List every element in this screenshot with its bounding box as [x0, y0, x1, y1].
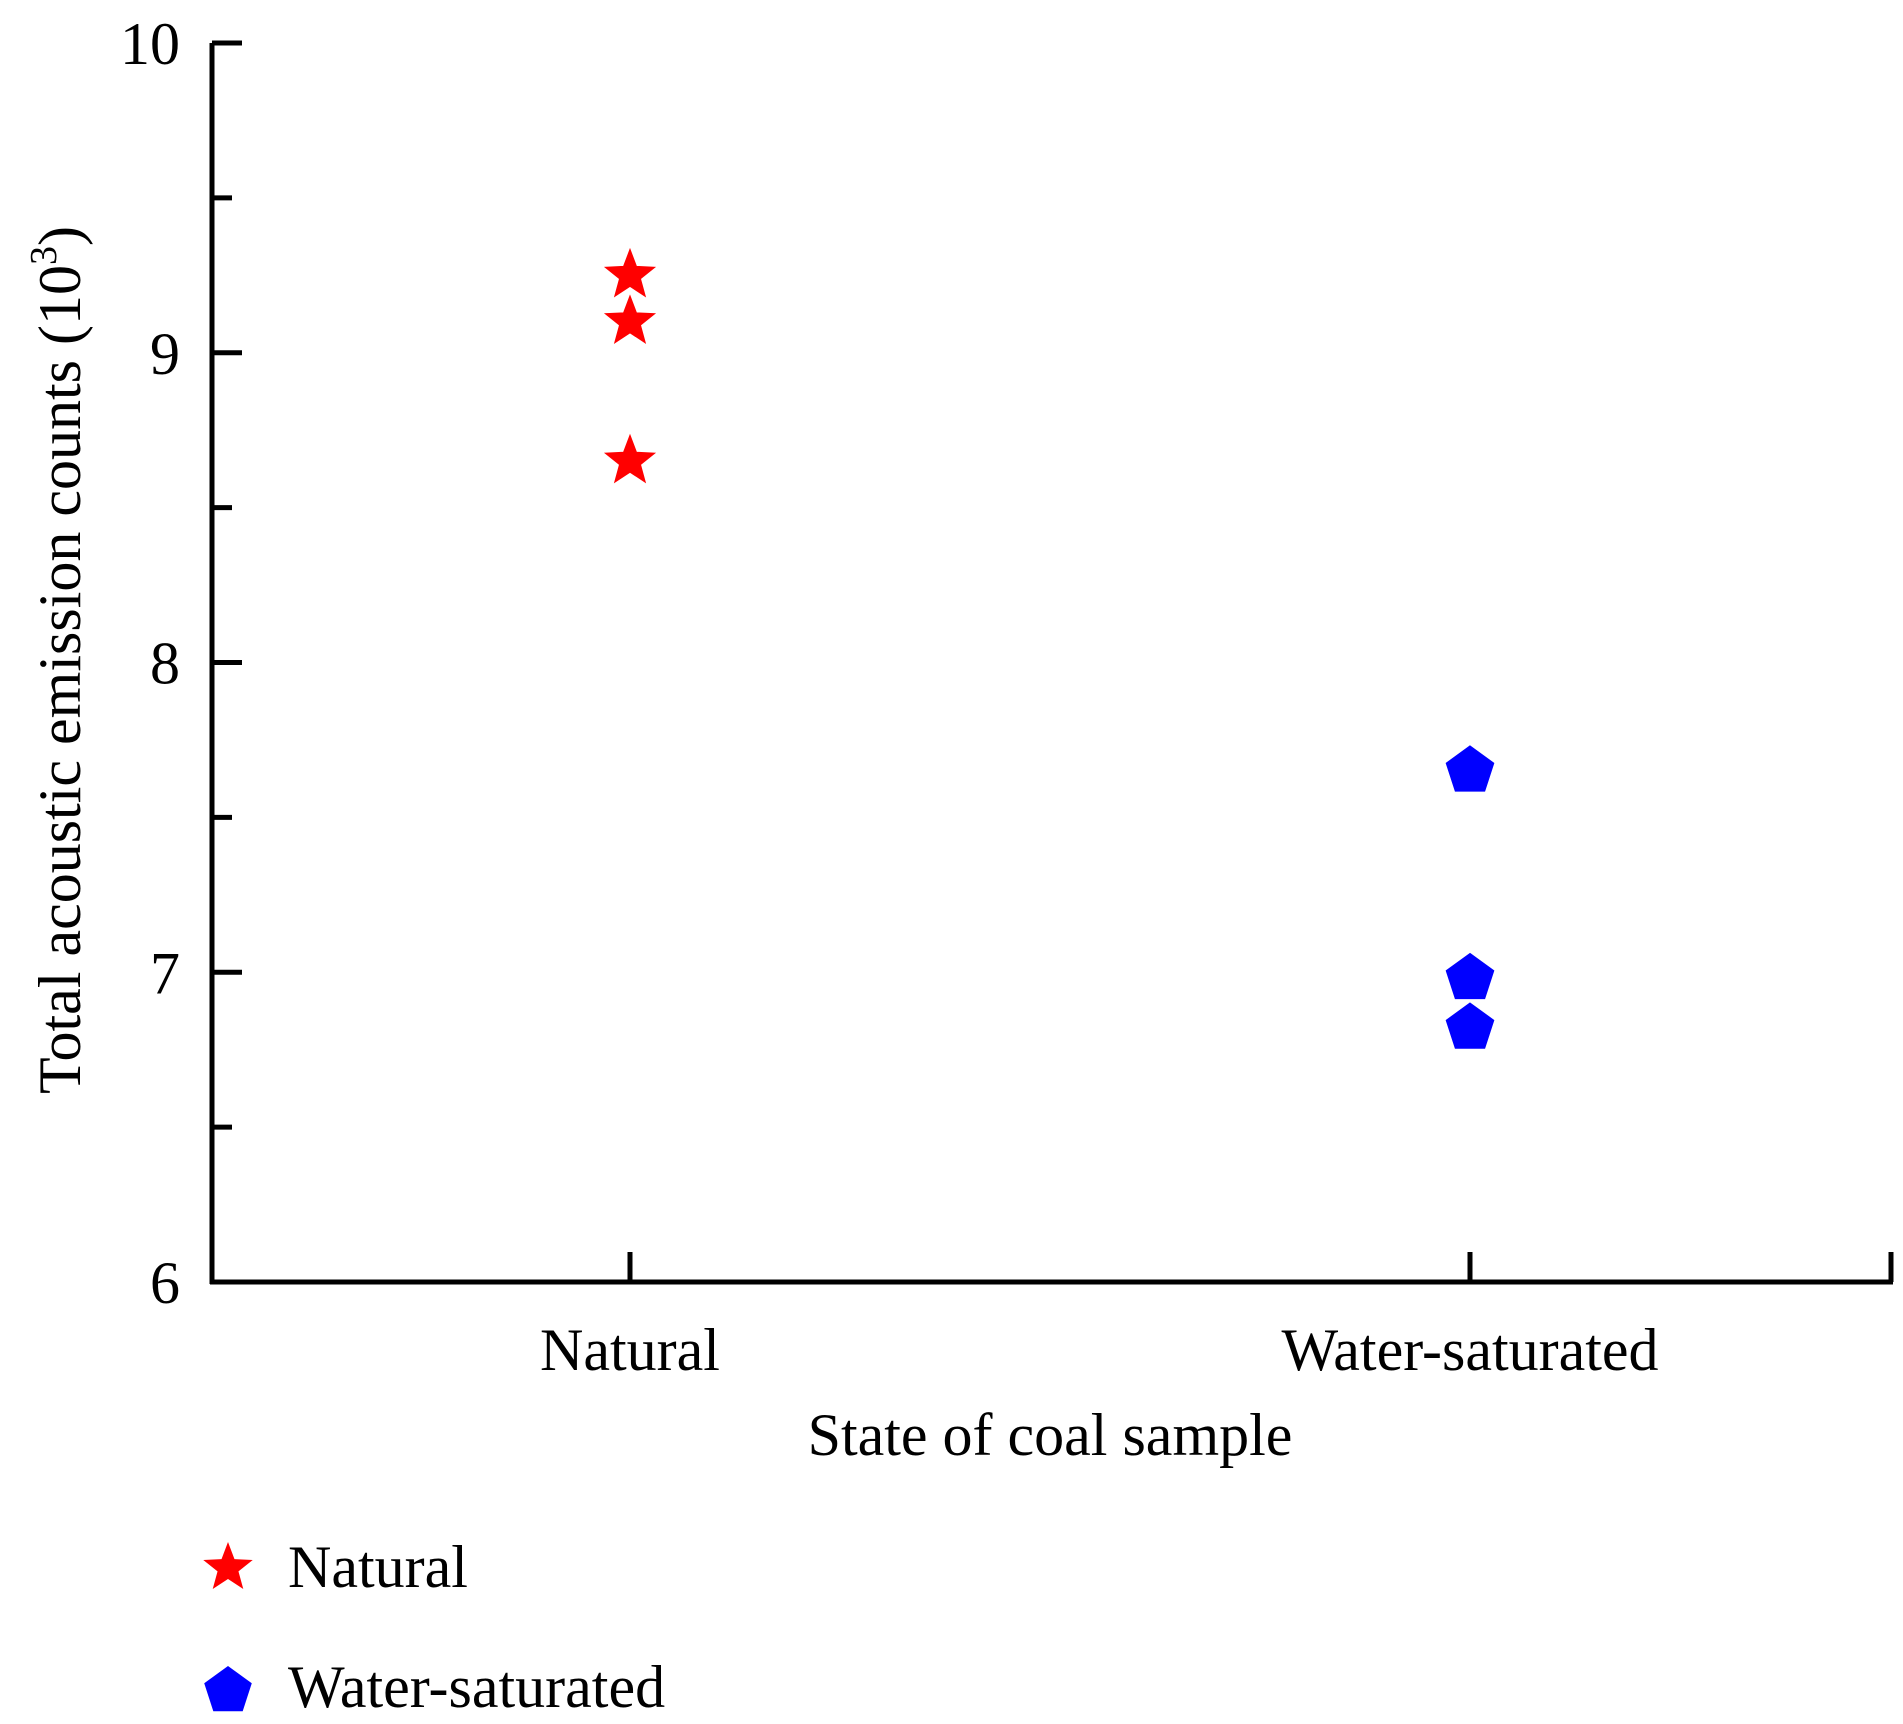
y-axis-title-suffix: )	[27, 226, 93, 246]
natural-star-point	[603, 433, 657, 484]
legend-star-marker	[203, 1542, 253, 1590]
water-saturated-pentagon-point	[1445, 745, 1495, 792]
y-axis-title: Total acoustic emission counts (103)	[23, 226, 93, 1094]
axes	[209, 43, 1894, 1285]
legend-item-water-saturated: Water-saturated	[204, 1654, 665, 1720]
y-tick-label: 10	[120, 11, 180, 77]
legend-item-natural: Natural	[203, 1534, 468, 1600]
x-axis-title: State of coal sample	[808, 1402, 1293, 1468]
y-ticks: 6 7 8 9 10	[120, 11, 242, 1316]
y-axis-title-main: Total acoustic emission counts (10	[27, 265, 93, 1094]
y-tick-label: 7	[150, 940, 180, 1006]
data-points	[603, 247, 1495, 1049]
water-saturated-pentagon-point	[1445, 952, 1495, 1000]
y-tick-label: 8	[150, 631, 180, 697]
x-ticks: Natural Water-saturated	[540, 1252, 1659, 1383]
legend-pentagon-marker	[204, 1666, 252, 1712]
water-saturated-pentagon-point	[1445, 1002, 1495, 1049]
x-tick-label: Natural	[540, 1317, 720, 1383]
y-tick-label: 9	[150, 321, 180, 387]
natural-star-point	[603, 294, 657, 344]
legend-label-water-saturated: Water-saturated	[288, 1654, 665, 1720]
natural-star-point	[603, 247, 657, 298]
y-axis-title-superscript: 3	[23, 246, 65, 265]
legend-label-natural: Natural	[288, 1534, 468, 1600]
legend: Natural Water-saturated	[203, 1534, 665, 1720]
y-tick-label: 6	[150, 1250, 180, 1316]
x-tick-label: Water-saturated	[1281, 1317, 1658, 1383]
